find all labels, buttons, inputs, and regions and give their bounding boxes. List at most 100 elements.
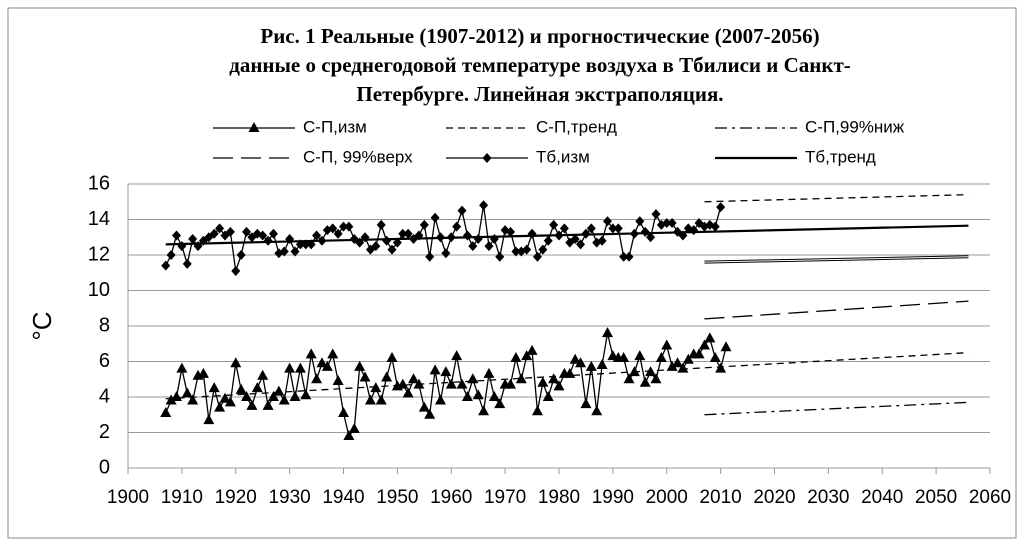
x-tick-label: 1900: [107, 487, 149, 508]
marker: [398, 228, 408, 239]
marker: [219, 392, 231, 403]
marker: [440, 366, 452, 377]
marker: [715, 362, 727, 373]
marker: [634, 350, 646, 361]
marker: [160, 406, 172, 417]
marker: [484, 241, 494, 252]
marker: [187, 394, 199, 405]
series-line: [704, 194, 969, 203]
marker: [257, 369, 269, 380]
marker: [537, 376, 549, 387]
marker: [662, 218, 672, 229]
x-tick-label: 1940: [322, 487, 364, 508]
marker: [408, 373, 420, 384]
marker: [371, 241, 381, 252]
legend-label: Тб,тренд: [805, 147, 876, 166]
x-tick-label: 1970: [484, 487, 526, 508]
marker: [619, 251, 629, 262]
marker: [176, 362, 188, 373]
x-tick-label: 1990: [592, 487, 634, 508]
marker: [203, 414, 215, 425]
marker: [376, 219, 386, 230]
marker: [704, 332, 716, 343]
marker: [290, 246, 300, 257]
marker: [661, 339, 673, 350]
marker: [709, 351, 721, 362]
marker: [677, 362, 689, 373]
marker: [246, 399, 258, 410]
x-tick-label: 1920: [215, 487, 257, 508]
marker: [166, 250, 176, 260]
marker: [628, 366, 640, 377]
marker: [242, 226, 252, 237]
y-tick-label: 16: [88, 172, 110, 194]
marker: [461, 391, 473, 401]
marker: [263, 235, 273, 246]
marker: [402, 387, 414, 398]
chart-title: Петербурге. Линейная экстраполяция.: [356, 82, 723, 106]
marker: [672, 357, 684, 368]
marker: [305, 348, 317, 359]
x-tick-label: 2000: [646, 487, 688, 508]
marker: [344, 221, 354, 232]
marker: [338, 406, 349, 417]
marker: [311, 373, 323, 384]
marker: [214, 401, 226, 412]
marker: [532, 251, 542, 262]
marker: [418, 401, 430, 412]
marker: [580, 398, 592, 409]
marker: [258, 230, 268, 241]
marker: [549, 219, 559, 230]
series-line: [165, 351, 969, 400]
marker: [165, 394, 177, 405]
marker: [381, 371, 393, 382]
marker: [591, 405, 603, 416]
marker: [585, 360, 597, 371]
x-tick-label: 2020: [753, 487, 795, 508]
y-tick-label: 8: [99, 314, 110, 336]
marker: [262, 399, 274, 410]
marker: [284, 362, 296, 373]
marker: [666, 360, 678, 371]
marker: [397, 378, 409, 389]
marker: [182, 258, 192, 269]
marker: [495, 251, 505, 262]
marker: [386, 351, 398, 362]
marker: [640, 226, 650, 237]
series-line: [165, 224, 969, 246]
marker: [553, 380, 565, 391]
x-tick-label: 2040: [861, 487, 903, 508]
marker: [403, 228, 413, 239]
marker: [602, 216, 612, 227]
marker: [343, 430, 355, 441]
marker: [623, 373, 635, 384]
legend-label: С-П,изм: [303, 117, 367, 136]
x-tick-label: 2030: [807, 487, 849, 508]
marker: [161, 260, 171, 271]
marker: [570, 234, 580, 245]
marker: [472, 389, 484, 400]
marker: [650, 373, 662, 384]
marker: [559, 223, 569, 234]
marker: [543, 235, 553, 246]
marker: [241, 391, 253, 401]
marker: [171, 230, 181, 241]
marker: [328, 223, 338, 234]
marker: [482, 153, 492, 163]
marker: [613, 223, 623, 234]
y-tick-label: 10: [88, 279, 110, 301]
marker: [300, 389, 312, 400]
marker: [354, 360, 366, 371]
marker: [601, 327, 613, 338]
marker: [639, 376, 651, 387]
marker: [348, 422, 360, 433]
chart-title: данные о среднегодовой температуре возду…: [229, 53, 851, 77]
marker: [521, 350, 533, 361]
marker: [215, 223, 225, 234]
x-tick-label: 2050: [915, 487, 957, 508]
marker: [225, 226, 235, 237]
marker: [451, 350, 463, 361]
marker: [635, 216, 645, 227]
x-tick-label: 1960: [430, 487, 472, 508]
